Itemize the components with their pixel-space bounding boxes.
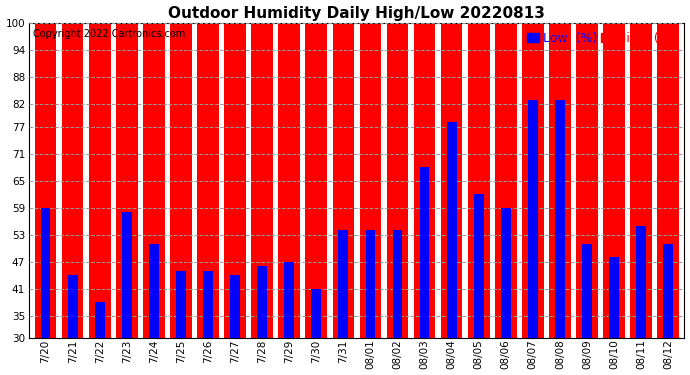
Bar bbox=[34, 0, 57, 338]
Bar bbox=[609, 257, 619, 338]
Bar bbox=[393, 230, 402, 338]
Bar bbox=[333, 0, 354, 338]
Bar bbox=[176, 271, 186, 338]
Bar bbox=[630, 0, 652, 338]
Bar bbox=[251, 0, 273, 338]
Bar bbox=[311, 289, 321, 338]
Bar bbox=[170, 0, 192, 338]
Bar bbox=[555, 100, 565, 338]
Bar bbox=[278, 0, 300, 338]
Bar bbox=[576, 0, 598, 338]
Bar bbox=[359, 0, 382, 338]
Bar bbox=[339, 230, 348, 338]
Bar bbox=[197, 0, 219, 338]
Bar bbox=[495, 0, 517, 338]
Bar bbox=[446, 122, 457, 338]
Bar bbox=[386, 0, 408, 338]
Bar bbox=[143, 0, 165, 338]
Bar bbox=[414, 0, 435, 338]
Bar bbox=[306, 0, 327, 338]
Bar bbox=[366, 230, 375, 338]
Bar bbox=[663, 244, 673, 338]
Bar bbox=[62, 0, 83, 338]
Bar bbox=[501, 208, 511, 338]
Bar bbox=[116, 0, 137, 338]
Bar bbox=[122, 212, 132, 338]
Bar bbox=[257, 266, 267, 338]
Bar bbox=[474, 194, 484, 338]
Bar bbox=[420, 167, 429, 338]
Bar bbox=[549, 0, 571, 338]
Bar bbox=[68, 275, 77, 338]
Bar bbox=[603, 0, 625, 338]
Bar bbox=[636, 226, 646, 338]
Bar bbox=[149, 244, 159, 338]
Bar bbox=[522, 0, 544, 338]
Title: Outdoor Humidity Daily High/Low 20220813: Outdoor Humidity Daily High/Low 20220813 bbox=[168, 6, 545, 21]
Bar bbox=[95, 302, 105, 338]
Legend: Low  (%), High  (%): Low (%), High (%) bbox=[524, 29, 678, 47]
Bar bbox=[230, 275, 240, 338]
Text: Copyright 2022 Cartronics.com: Copyright 2022 Cartronics.com bbox=[32, 29, 185, 39]
Bar bbox=[203, 271, 213, 338]
Bar bbox=[468, 0, 489, 338]
Bar bbox=[89, 0, 110, 338]
Bar bbox=[582, 244, 592, 338]
Bar bbox=[528, 100, 538, 338]
Bar bbox=[284, 262, 294, 338]
Bar bbox=[441, 0, 462, 338]
Bar bbox=[41, 208, 50, 338]
Bar bbox=[224, 0, 246, 338]
Bar bbox=[658, 0, 679, 338]
